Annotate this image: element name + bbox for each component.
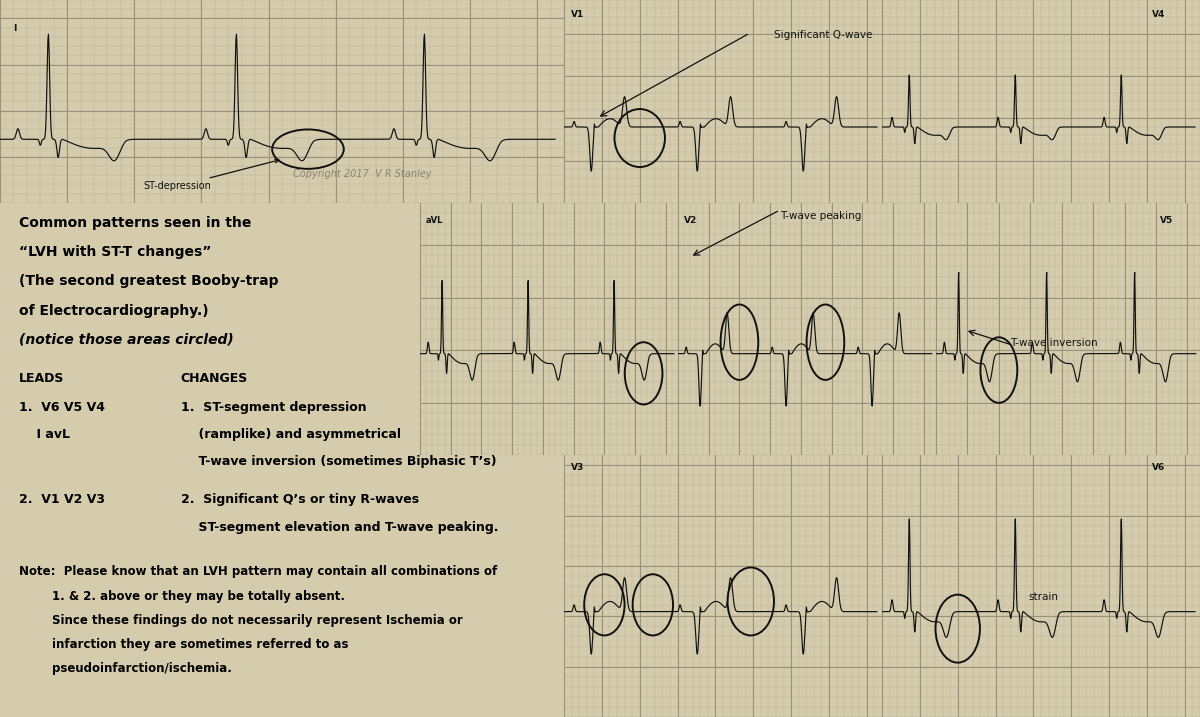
Text: 1. & 2. above or they may be totally absent.: 1. & 2. above or they may be totally abs…	[19, 589, 344, 602]
Text: of Electrocardiography.): of Electrocardiography.)	[19, 304, 209, 318]
Text: 2.  Significant Q’s or tiny R-waves: 2. Significant Q’s or tiny R-waves	[180, 493, 419, 506]
Text: (ramplike) and asymmetrical: (ramplike) and asymmetrical	[180, 428, 401, 441]
Text: (notice those areas circled): (notice those areas circled)	[19, 333, 234, 347]
Text: Note:  Please know that an LVH pattern may contain all combinations of: Note: Please know that an LVH pattern ma…	[19, 565, 497, 579]
Text: ST-segment elevation and T-wave peaking.: ST-segment elevation and T-wave peaking.	[180, 521, 498, 533]
Text: (The second greatest Booby-trap: (The second greatest Booby-trap	[19, 275, 278, 288]
Text: 1.  V6 V5 V4: 1. V6 V5 V4	[19, 401, 104, 414]
Text: T-wave peaking: T-wave peaking	[780, 211, 862, 221]
Text: ST-depression: ST-depression	[143, 159, 278, 191]
Text: 2.  V1 V2 V3: 2. V1 V2 V3	[19, 493, 104, 506]
Text: V6: V6	[1152, 463, 1165, 473]
Text: V3: V3	[571, 463, 584, 473]
Text: I avL: I avL	[19, 428, 70, 441]
Text: T-wave inversion (sometimes Biphasic T’s): T-wave inversion (sometimes Biphasic T’s…	[180, 455, 497, 468]
Text: aVL: aVL	[426, 216, 443, 224]
Text: Since these findings do not necessarily represent Ischemia or: Since these findings do not necessarily …	[19, 614, 463, 627]
Text: Significant Q-wave: Significant Q-wave	[774, 30, 872, 40]
Text: V1: V1	[571, 10, 584, 19]
Text: infarction they are sometimes referred to as: infarction they are sometimes referred t…	[19, 638, 348, 651]
Text: Common patterns seen in the: Common patterns seen in the	[19, 216, 251, 229]
Text: V4: V4	[1152, 10, 1165, 19]
Text: I: I	[13, 24, 17, 34]
Text: 1.  ST-segment depression: 1. ST-segment depression	[180, 401, 366, 414]
Text: T-wave inversion: T-wave inversion	[1010, 338, 1098, 348]
Text: CHANGES: CHANGES	[180, 371, 248, 384]
Text: “LVH with ST-T changes”: “LVH with ST-T changes”	[19, 245, 211, 259]
Text: LEADS: LEADS	[19, 371, 65, 384]
Text: strain: strain	[1028, 592, 1058, 602]
Text: V2: V2	[684, 216, 697, 224]
Text: pseudoinfarction/ischemia.: pseudoinfarction/ischemia.	[19, 662, 232, 675]
Text: Copyright 2017  V R Stanley: Copyright 2017 V R Stanley	[293, 168, 432, 179]
Text: V5: V5	[1160, 216, 1174, 224]
